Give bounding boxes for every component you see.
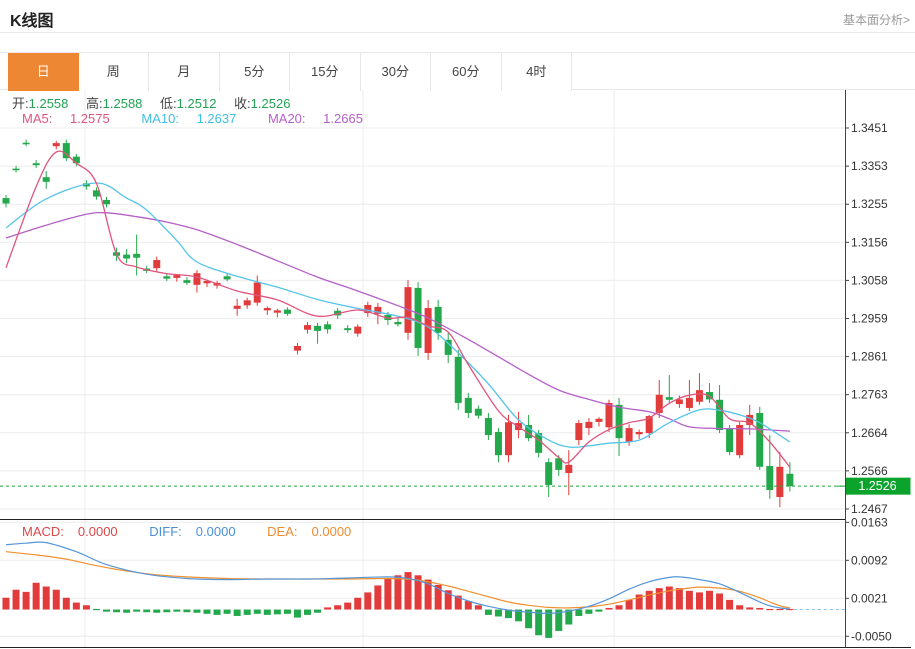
macd-legend: MACD: 0.0000 DIFF: 0.0000 DEA: 0.0000	[22, 524, 379, 539]
tab-day[interactable]: 日	[8, 53, 79, 91]
svg-text:0.0163: 0.0163	[851, 515, 888, 529]
svg-text:1.2566: 1.2566	[851, 464, 888, 478]
svg-text:1.2526: 1.2526	[858, 479, 896, 493]
ohlc-legend: 开:1.2558 高:1.2588 低:1.2512 收:1.2526	[12, 93, 304, 112]
svg-text:1.2959: 1.2959	[851, 312, 888, 326]
svg-text:1.3451: 1.3451	[851, 121, 888, 135]
svg-text:0.0092: 0.0092	[851, 553, 888, 567]
dea	[5, 551, 791, 609]
tab-4hour[interactable]: 4时	[501, 53, 572, 91]
macd-legend-item: MACD: 0.0000	[22, 524, 118, 539]
svg-text:1.2861: 1.2861	[851, 350, 888, 364]
current-price-tag: 1.2526	[845, 477, 911, 495]
ma5	[5, 150, 791, 468]
svg-text:1.3255: 1.3255	[851, 197, 888, 211]
tab-month[interactable]: 月	[149, 53, 220, 91]
svg-text:-0.0050: -0.0050	[851, 629, 892, 643]
svg-text:1.2467: 1.2467	[851, 502, 888, 516]
svg-text:1.2664: 1.2664	[851, 426, 888, 440]
ma20	[5, 211, 790, 432]
ohlc-open: 开:1.2558	[12, 96, 69, 111]
page-header: K线图 基本面分析>	[0, 0, 915, 33]
ma10-legend-item: MA10: 1.2637	[141, 111, 237, 126]
tab-5min[interactable]: 5分	[219, 53, 290, 91]
diff-legend-item: DIFF: 0.0000	[149, 524, 236, 539]
interval-tabbar: 日 周 月 5分 15分 30分 60分 4时	[0, 52, 915, 91]
ohlc-low: 低:1.2512	[160, 96, 217, 111]
tab-30min[interactable]: 30分	[360, 53, 431, 91]
macd-histogram	[2, 572, 794, 638]
y-axis-labels: 1.3451 1.3353 1.3255 1.3156 1.3058 1.2959 1.28…	[845, 121, 892, 643]
ma20-line	[5, 211, 790, 432]
tab-week[interactable]: 周	[78, 53, 149, 91]
fundamental-analysis-link[interactable]: 基本面分析>	[842, 13, 910, 27]
candles-layer	[2, 139, 794, 508]
dea-line	[5, 551, 791, 609]
tab-15min[interactable]: 15分	[290, 53, 361, 91]
pane-frame	[0, 90, 911, 648]
ma20-legend-item: MA20: 1.2665	[267, 111, 363, 126]
grid-lines	[0, 90, 845, 648]
ma5-line	[5, 150, 791, 468]
page-title: K线图	[10, 13, 54, 30]
diff-line	[5, 541, 790, 614]
svg-text:0.0021: 0.0021	[851, 591, 888, 605]
svg-text:1.3353: 1.3353	[851, 159, 888, 173]
svg-text:1.2763: 1.2763	[851, 388, 888, 402]
ma-legend: MA5: 1.2575 MA10: 1.2637 MA20: 1.2665	[22, 111, 391, 126]
ohlc-close: 收:1.2526	[234, 96, 291, 111]
svg-text:1.3156: 1.3156	[851, 235, 888, 249]
ma10-line	[5, 182, 791, 448]
svg-text:1.3058: 1.3058	[851, 273, 888, 287]
diff	[5, 541, 790, 614]
ohlc-high: 高:1.2588	[86, 96, 143, 111]
ma10	[5, 182, 791, 448]
tab-60min[interactable]: 60分	[431, 53, 502, 91]
dea-legend-item: DEA: 0.0000	[267, 524, 352, 539]
ma5-legend-item: MA5: 1.2575	[22, 111, 110, 126]
